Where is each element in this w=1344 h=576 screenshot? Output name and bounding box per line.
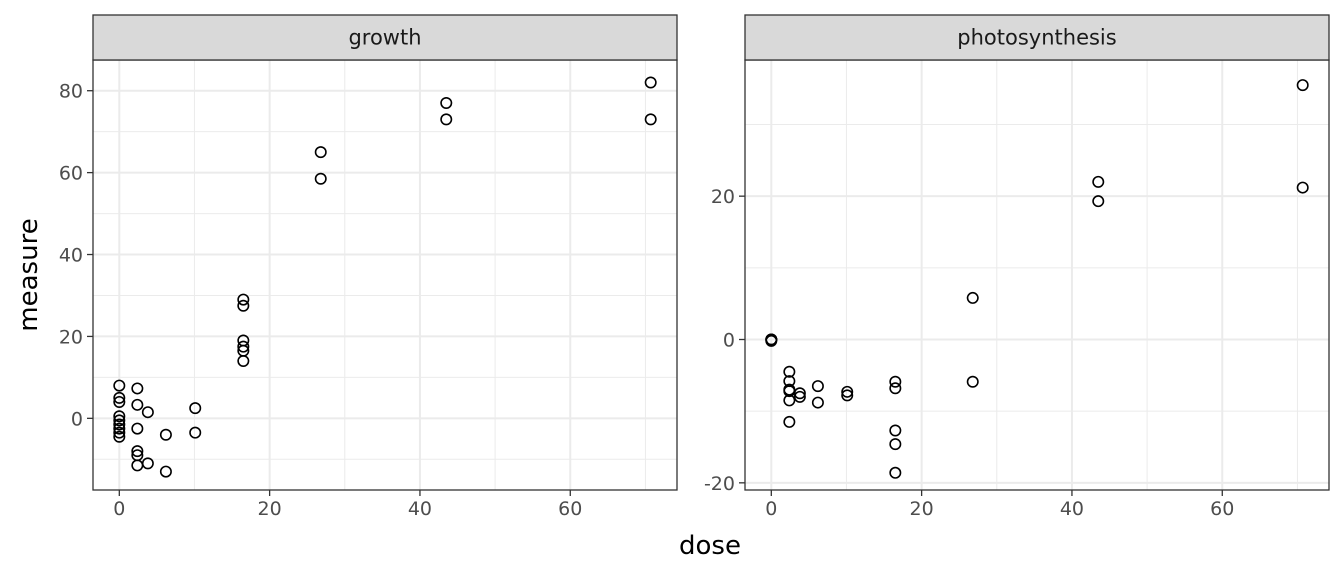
data-point — [113, 391, 126, 404]
data-point — [159, 465, 172, 478]
facet-strip-label: photosynthesis — [957, 26, 1116, 50]
data-point — [113, 418, 126, 431]
x-tick-label: 0 — [113, 498, 125, 520]
facet-panel-photosynthesis: photosynthesis 0 20 40 60 -20 0 20 — [704, 14, 1330, 520]
panel-background — [745, 60, 1329, 490]
data-point — [237, 299, 250, 312]
data-point — [141, 457, 154, 470]
y-axis-title: measure — [14, 218, 44, 331]
data-point — [783, 394, 796, 407]
data-point — [1296, 79, 1309, 92]
data-point — [644, 76, 657, 89]
x-tick-label: 40 — [408, 498, 432, 520]
data-point — [189, 402, 202, 415]
x-tick-label: 0 — [765, 498, 777, 520]
data-point — [793, 387, 806, 400]
data-point — [966, 291, 979, 304]
x-axis-title: dose — [679, 531, 741, 561]
data-point — [841, 385, 854, 398]
data-point — [889, 438, 902, 451]
data-point — [189, 426, 202, 439]
data-point — [131, 382, 144, 395]
facet-strip-label: growth — [348, 26, 421, 50]
data-point — [440, 113, 453, 126]
x-tick-label: 20 — [910, 498, 934, 520]
x-tick-label: 60 — [558, 498, 582, 520]
data-point — [1092, 175, 1105, 188]
y-tick-label: 0 — [723, 330, 735, 352]
facet-strip — [92, 14, 678, 61]
data-point — [113, 410, 126, 423]
data-point — [141, 406, 154, 419]
data-point — [1092, 195, 1105, 208]
y-tick-label: 60 — [59, 163, 83, 185]
data-point — [889, 382, 902, 395]
data-point — [113, 430, 126, 443]
facet-strip — [744, 14, 1330, 61]
data-point — [889, 424, 902, 437]
data-point — [237, 293, 250, 306]
data-point — [644, 113, 657, 126]
data-point — [811, 396, 824, 409]
data-point — [131, 445, 144, 458]
data-point — [159, 428, 172, 441]
data-point — [237, 354, 250, 367]
data-point — [889, 466, 902, 479]
data-point — [314, 146, 327, 159]
data-point — [765, 334, 778, 347]
data-point — [113, 395, 126, 408]
x-tick-label: 20 — [258, 498, 282, 520]
y-tick-label: 20 — [59, 326, 83, 348]
data-point — [793, 390, 806, 403]
data-point — [113, 422, 126, 435]
data-point — [131, 422, 144, 435]
data-point — [841, 389, 854, 402]
data-point — [966, 375, 979, 388]
facet-panel-growth: growth 0 20 40 60 0 20 40 60 80 — [59, 14, 678, 520]
panel-background — [93, 60, 677, 490]
data-point — [113, 426, 126, 439]
y-tick-label: 80 — [59, 81, 83, 103]
data-point — [1296, 181, 1309, 194]
data-point — [237, 340, 250, 353]
y-tick-label: 0 — [71, 408, 83, 430]
data-point — [811, 380, 824, 393]
data-point — [113, 414, 126, 427]
data-point — [783, 365, 796, 378]
y-tick-label: -20 — [704, 473, 735, 495]
x-tick-label: 40 — [1060, 498, 1084, 520]
data-point — [113, 379, 126, 392]
data-point — [314, 172, 327, 185]
data-point — [889, 375, 902, 388]
y-tick-label: 40 — [59, 245, 83, 267]
x-tick-label: 60 — [1210, 498, 1234, 520]
data-point — [440, 97, 453, 110]
data-point — [131, 398, 144, 411]
data-point — [783, 415, 796, 428]
y-tick-label: 20 — [711, 186, 735, 208]
